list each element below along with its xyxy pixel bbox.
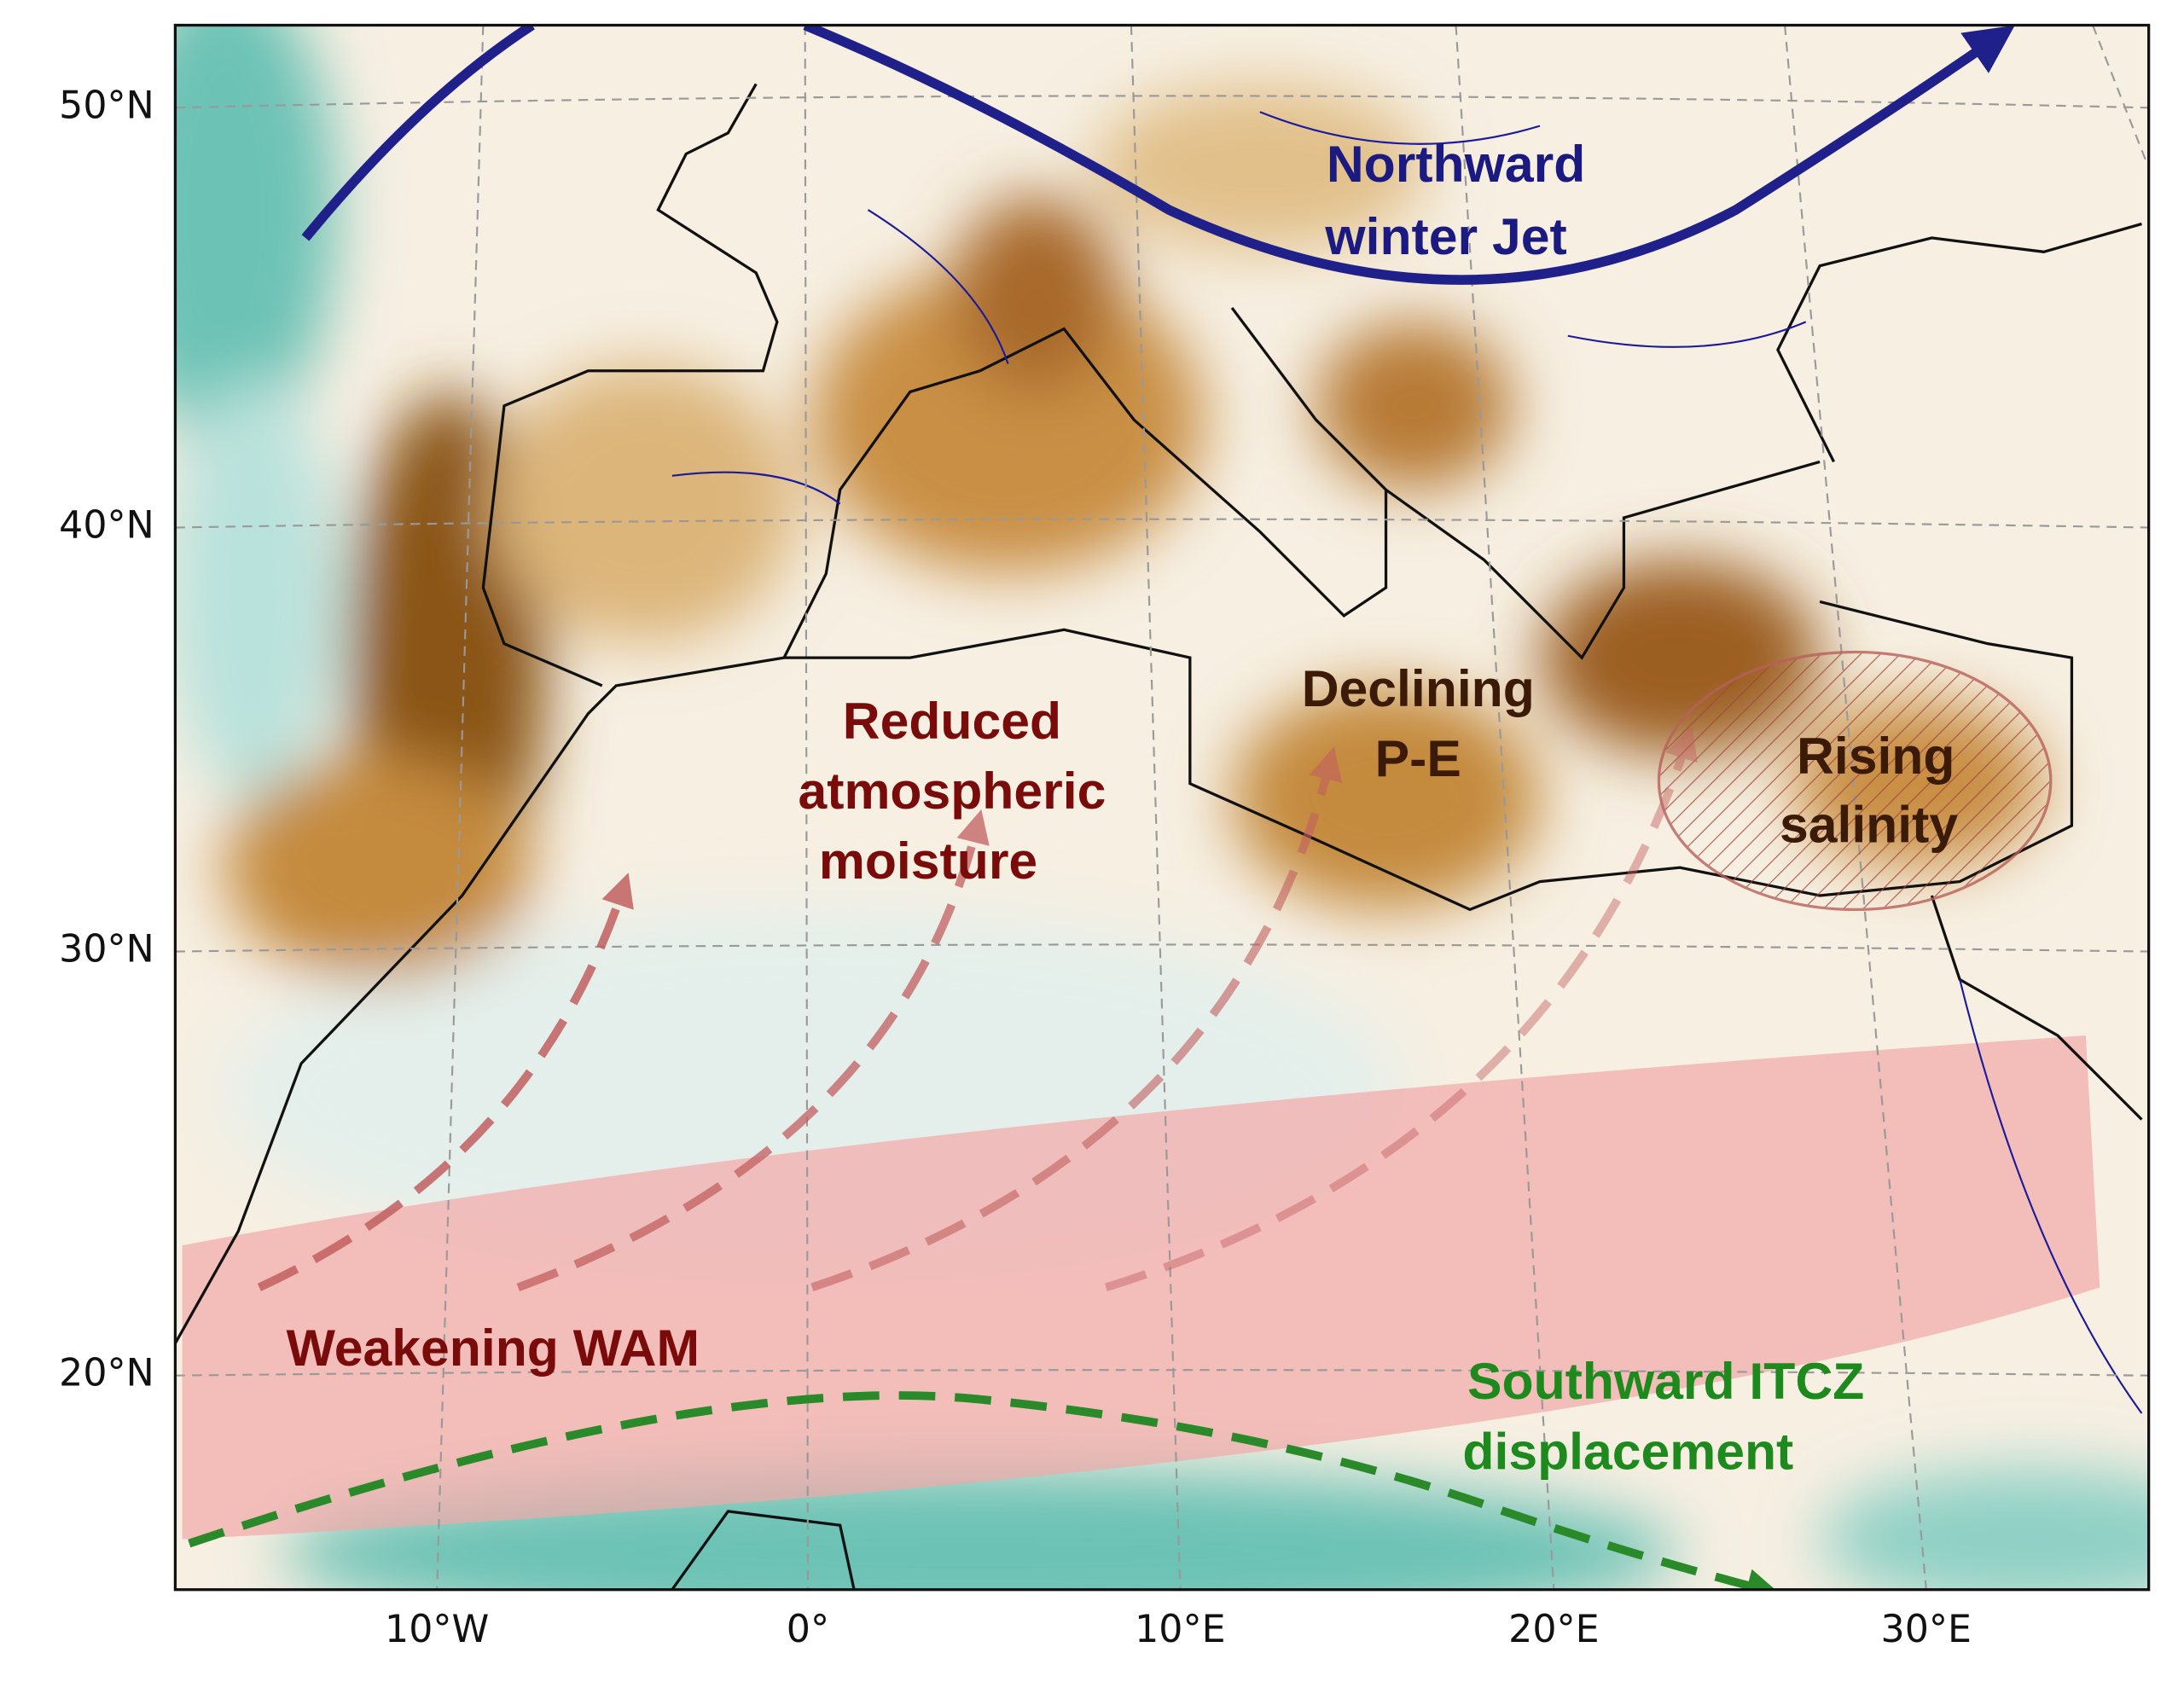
annotation-wam: Weakening WAM xyxy=(287,1319,700,1377)
coastline xyxy=(175,83,2143,1590)
annotation-pe: Declining xyxy=(1302,659,1535,717)
annotation-moisture: moisture xyxy=(819,832,1037,890)
annotations: Northward winter Jet Declining P-E Rising sal… xyxy=(287,135,1959,1480)
graticule xyxy=(175,25,2149,1590)
rivers xyxy=(671,111,2143,1414)
lat-label: 40°N xyxy=(59,504,154,548)
jet-arrow xyxy=(803,25,2015,285)
lon-label: 20°E xyxy=(1508,1608,1599,1651)
annotation-jet: winter Jet xyxy=(1324,207,1566,265)
lon-label: 30°E xyxy=(1881,1608,1972,1651)
axis-labels: 50°N 40°N 30°N 20°N 10°W 0° 10°E 20°E 30°E xyxy=(59,84,1972,1651)
map-field xyxy=(175,25,2149,1590)
salinity-region xyxy=(1657,650,2053,912)
annotation-moisture: atmospheric xyxy=(799,762,1107,820)
lon-label: 0° xyxy=(787,1608,829,1651)
annotation-salinity: Rising xyxy=(1797,727,1955,785)
moisture-arrows xyxy=(257,725,1698,1292)
lat-label: 20°N xyxy=(59,1352,154,1395)
lat-label: 30°N xyxy=(59,928,154,972)
itcz-arrow xyxy=(188,1391,1780,1590)
lon-label: 10°W xyxy=(385,1608,489,1651)
lat-label: 50°N xyxy=(59,84,154,127)
annotation-salinity: salinity xyxy=(1780,795,1958,853)
annotation-jet: Northward xyxy=(1327,135,1585,193)
annotation-itcz: displacement xyxy=(1462,1422,1793,1480)
annotation-pe: P-E xyxy=(1375,729,1461,787)
lon-label: 10°E xyxy=(1135,1608,1225,1651)
wam-band xyxy=(182,1035,2100,1540)
map-frame xyxy=(173,23,2151,1592)
annotation-moisture: Reduced xyxy=(843,692,1061,750)
annotation-itcz: Southward ITCZ xyxy=(1467,1352,1864,1410)
jet-arrow-west xyxy=(301,25,535,241)
